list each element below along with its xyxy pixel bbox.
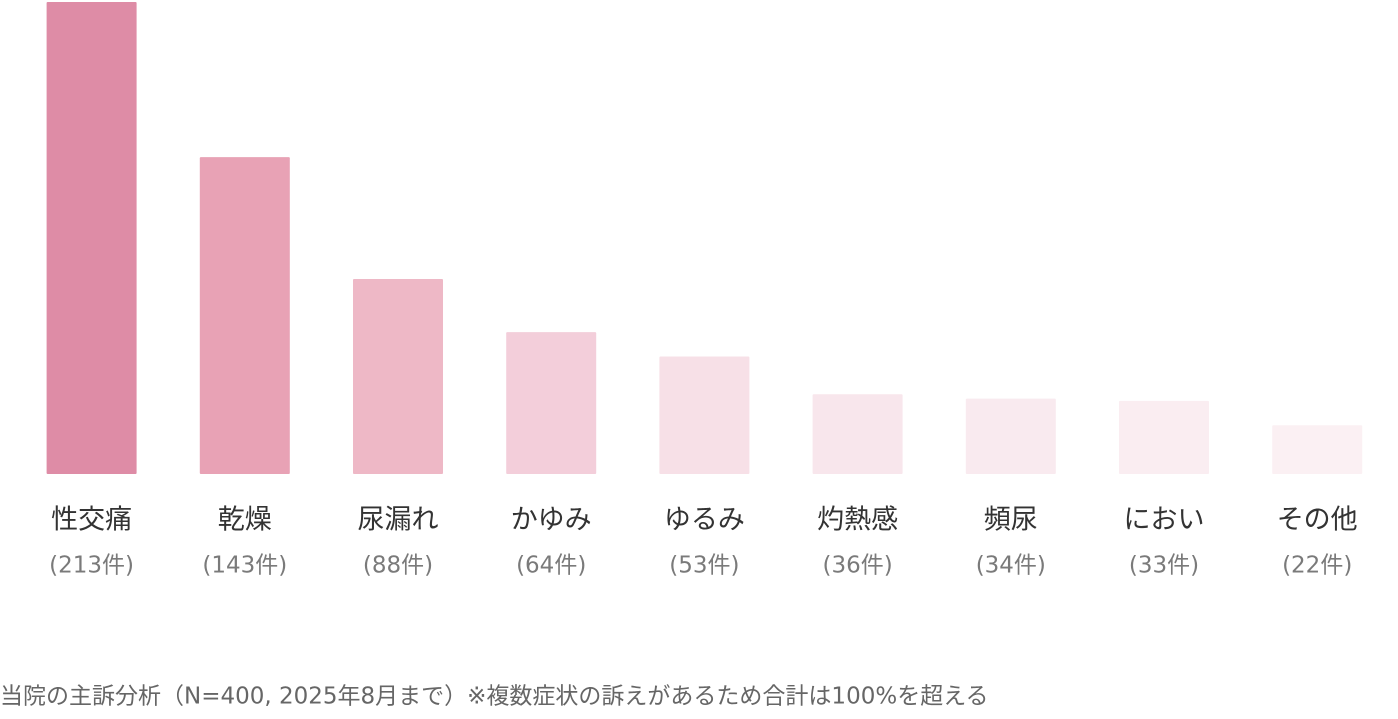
value-label: (36件) xyxy=(822,553,892,579)
bar xyxy=(353,278,443,474)
value-label: (143件) xyxy=(202,553,287,579)
footnote: 当院の主訴分析（N=400, 2025年8月まで）※複数症状の訴えがあるため合計… xyxy=(0,684,989,710)
category-label: 乾燥 xyxy=(218,505,272,536)
bar xyxy=(506,332,597,474)
bar xyxy=(659,356,750,474)
value-label: (64件) xyxy=(516,553,586,579)
value-label: (22件) xyxy=(1282,553,1352,579)
value-label: (34件) xyxy=(976,553,1046,579)
bar xyxy=(965,398,1056,474)
bar xyxy=(1272,425,1363,474)
value-label: (88件) xyxy=(363,553,433,579)
category-label: 頻尿 xyxy=(984,505,1038,536)
bar xyxy=(199,157,290,474)
bar xyxy=(46,2,137,474)
category-label: 灼熱感 xyxy=(817,505,898,536)
category-label: その他 xyxy=(1277,505,1358,536)
category-label: におい xyxy=(1124,505,1205,536)
value-label: (33件) xyxy=(1129,553,1199,579)
bar xyxy=(812,394,903,474)
category-label: 尿漏れ xyxy=(358,505,439,536)
category-label: ゆるみ xyxy=(664,505,745,536)
value-label: (53件) xyxy=(669,553,739,579)
category-label: かゆみ xyxy=(511,505,592,536)
value-label: (213件) xyxy=(49,553,134,579)
bar xyxy=(1119,400,1209,474)
category-label: 性交痛 xyxy=(51,505,132,536)
